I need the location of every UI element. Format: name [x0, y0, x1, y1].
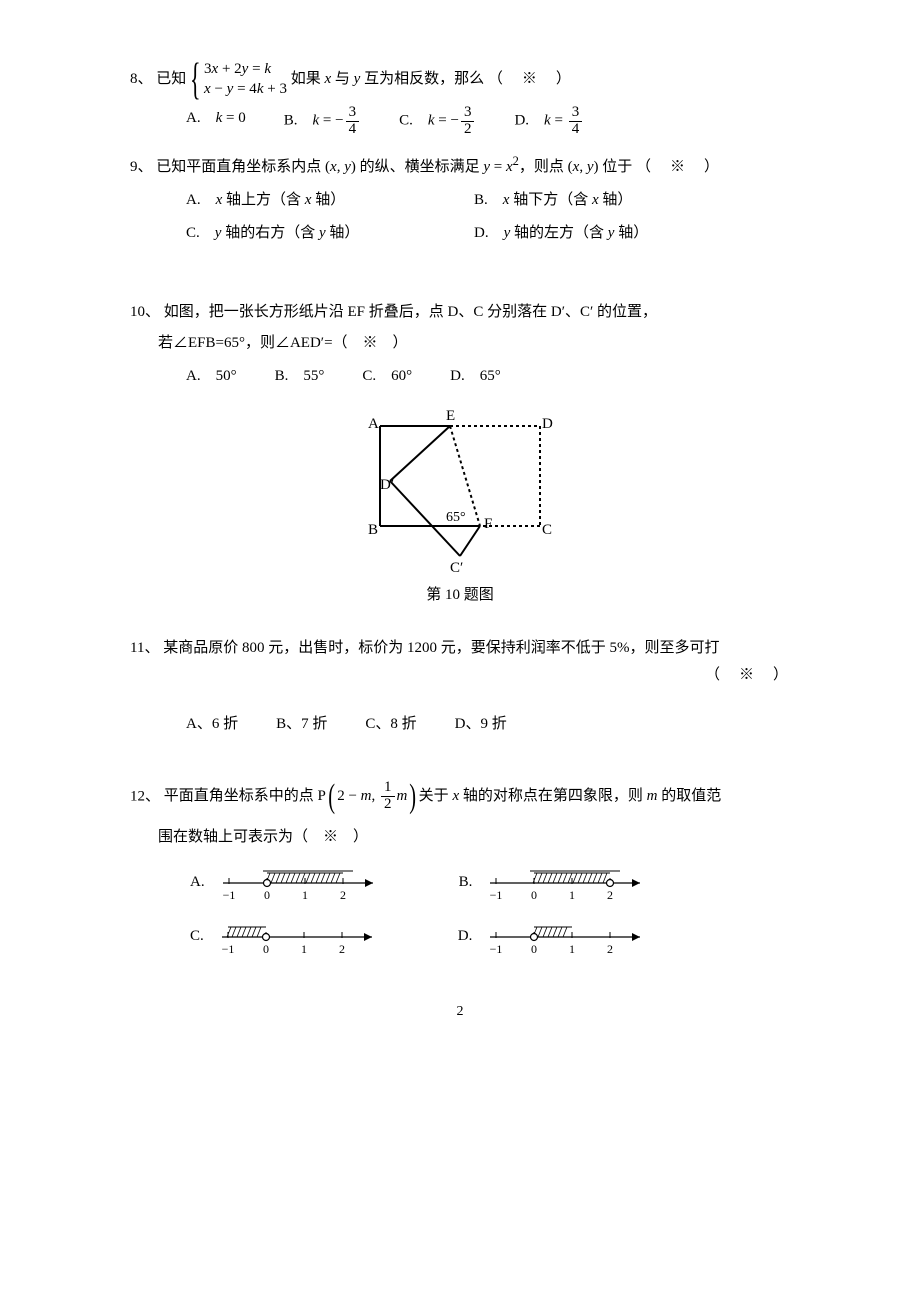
answer-blank: （ ※ ）	[636, 159, 721, 175]
svg-text:1: 1	[569, 888, 575, 902]
q11-opt-d: D、9 折	[455, 711, 507, 738]
question-9: 9、 已知平面直角坐标系内点 (x, y) 的纵、横坐标满足 y = x2，则点…	[130, 150, 790, 247]
svg-text:D: D	[542, 416, 553, 432]
svg-text:2: 2	[340, 888, 346, 902]
q10-opt-c: C. 60°	[362, 363, 412, 390]
q10-stem1: 如图，把一张长方形纸片沿 EF 折叠后，点 D、C 分别落在 D′、C′ 的位置…	[164, 304, 657, 320]
svg-text:D′: D′	[380, 477, 394, 493]
svg-text:C′: C′	[450, 560, 463, 576]
q9-stem: 已知平面直角坐标系内点 (x, y) 的纵、横坐标满足 y = x2，则点 (x…	[156, 159, 632, 175]
question-8: 8、 已知 3x + 2y = k x − y = 4k + 3 如果 x 与 …	[130, 60, 790, 138]
eq2: x − y = 4k + 3	[204, 81, 287, 97]
svg-text:0: 0	[263, 942, 269, 956]
numberline-d: −1 0 1 2	[486, 915, 656, 959]
q10-caption: 第 10 题图	[130, 582, 790, 609]
q8-number: 8、	[130, 71, 153, 87]
svg-text:−1: −1	[490, 942, 503, 956]
q10-figure: A B C D E F D′ C′ 65°	[350, 406, 570, 576]
svg-text:−1: −1	[222, 888, 235, 902]
svg-text:−1: −1	[221, 942, 234, 956]
q9-opt-c: C. y 轴的右方（含 y 轴）	[186, 220, 436, 247]
eq1: 3x + 2y = k	[204, 61, 271, 77]
q8-tail: 如果 x 与 y 互为相反数，那么	[291, 71, 484, 87]
svg-text:2: 2	[607, 888, 613, 902]
opt-c-label: C.	[190, 923, 204, 950]
q11-opt-c: C、8 折	[365, 711, 416, 738]
q11-opt-a: A、6 折	[186, 711, 238, 738]
svg-text:1: 1	[569, 942, 575, 956]
q9-opt-b: B. x 轴下方（含 x 轴）	[474, 187, 632, 214]
svg-text:E: E	[446, 408, 455, 424]
svg-text:0: 0	[531, 888, 537, 902]
q12-opt-d: D. −1 0 1 2	[458, 915, 657, 959]
q9-opt-a: A. x 轴上方（含 x 轴）	[186, 187, 436, 214]
opt-b-label: B.	[459, 869, 473, 896]
q12-opt-a: A. −1 0 1 2	[190, 861, 389, 905]
q12-stem2: 围在数轴上可表示为（ ※ ）	[130, 824, 790, 851]
question-10: 10、 如图，把一张长方形纸片沿 EF 折叠后，点 D、C 分别落在 D′、C′…	[130, 299, 790, 609]
q9-options-row1: A. x 轴上方（含 x 轴） B. x 轴下方（含 x 轴）	[186, 187, 790, 214]
svg-text:1: 1	[301, 942, 307, 956]
opt-d-label: D.	[458, 923, 473, 950]
svg-text:C: C	[542, 522, 552, 538]
question-12: 12、 平面直角坐标系中的点 P(2 − m, 12m)关于 x 轴的对称点在第…	[130, 780, 790, 959]
q12-number: 12、	[130, 788, 160, 804]
q8-text: 8、 已知 3x + 2y = k x − y = 4k + 3 如果 x 与 …	[130, 71, 573, 87]
q8-options: A. k = 0 B. k = −34 C. k = −32 D. k = 34	[186, 105, 790, 138]
svg-text:2: 2	[339, 942, 345, 956]
q8-opt-d: D. k = 34	[514, 105, 584, 138]
q11-options: A、6 折 B、7 折 C、8 折 D、9 折	[186, 711, 790, 738]
page-number: 2	[130, 999, 790, 1024]
svg-text:0: 0	[531, 942, 537, 956]
svg-text:F: F	[484, 516, 492, 532]
svg-text:65°: 65°	[446, 510, 466, 525]
svg-text:−1: −1	[490, 888, 503, 902]
q10-opt-b: B. 55°	[275, 363, 325, 390]
q12-options-row1: A. −1 0 1 2 B. −1 0 1 2	[130, 861, 790, 905]
q8-opt-c: C. k = −32	[399, 105, 476, 138]
numberline-b: −1 0 1 2	[486, 861, 656, 905]
q12-stem: 平面直角坐标系中的点 P(2 − m, 12m)关于 x 轴的对称点在第四象限，…	[164, 788, 721, 804]
numberline-a: −1 0 1 2	[219, 861, 389, 905]
q10-number: 10、	[130, 304, 160, 320]
q12-opt-c: C. −1 0 1 2	[190, 915, 388, 959]
q11-stem: 某商品原价 800 元，出售时，标价为 1200 元，要保持利润率不低于 5%，…	[163, 640, 719, 656]
q11-number: 11、	[130, 640, 159, 656]
svg-text:2: 2	[607, 942, 613, 956]
opt-a-label: A.	[190, 869, 205, 896]
svg-text:A: A	[368, 416, 379, 432]
question-11: 11、 某商品原价 800 元，出售时，标价为 1200 元，要保持利润率不低于…	[130, 635, 790, 738]
svg-text:1: 1	[302, 888, 308, 902]
q9-opt-d: D. y 轴的左方（含 y 轴）	[474, 220, 648, 247]
q11-opt-b: B、7 折	[276, 711, 327, 738]
q10-opt-a: A. 50°	[186, 363, 237, 390]
svg-text:0: 0	[264, 888, 270, 902]
q9-options-row2: C. y 轴的右方（含 y 轴） D. y 轴的左方（含 y 轴）	[186, 220, 790, 247]
q12-options-row2: C. −1 0 1 2 D. −1 0 1 2	[130, 915, 790, 959]
q10-stem2: 若∠EFB=65°，则∠AED′=（ ※ ）	[130, 330, 790, 357]
numberline-c: −1 0 1 2	[218, 915, 388, 959]
q10-opt-d: D. 65°	[450, 363, 501, 390]
equation-system: 3x + 2y = k x − y = 4k + 3	[190, 60, 287, 99]
svg-text:B: B	[368, 522, 378, 538]
q10-options: A. 50° B. 55° C. 60° D. 65°	[186, 363, 790, 390]
q12-opt-b: B. −1 0 1 2	[459, 861, 657, 905]
answer-blank: （ ※ ）	[488, 71, 573, 87]
q9-number: 9、	[130, 159, 153, 175]
q8-opt-b: B. k = −34	[284, 105, 361, 138]
answer-blank: （ ※ ）	[705, 662, 790, 689]
q8-prefix: 已知	[156, 71, 186, 87]
q8-opt-a: A. k = 0	[186, 105, 246, 138]
